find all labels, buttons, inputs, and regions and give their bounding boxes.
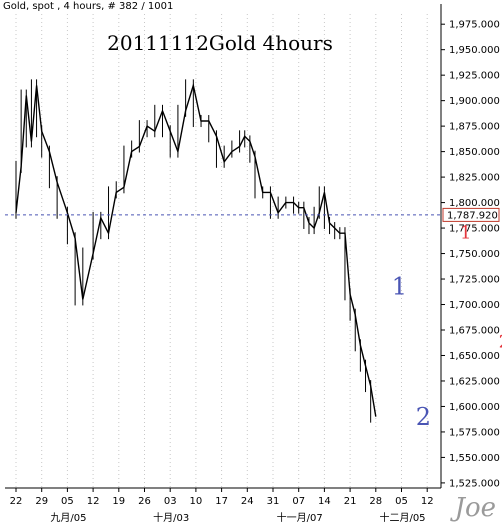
y-tick-label: 1,825.000 (449, 173, 500, 184)
x-tick-label: 17 (215, 496, 228, 507)
wave-label-red: 1 (460, 222, 471, 243)
y-tick-label: 1,650.000 (449, 351, 500, 362)
x-tick-label: 31 (267, 496, 280, 507)
y-tick-label: 1,925.000 (449, 71, 500, 82)
y-tick-label: 1,850.000 (449, 147, 500, 158)
x-month-label: 九月/05 (50, 512, 86, 524)
wave-label-blue: 2 (416, 403, 431, 431)
wave-label-blue: 1 (392, 272, 407, 300)
axis-ticks: 1,525.000 1,550.000 1,575.000 1,600.000 1,62… (10, 20, 500, 524)
x-tick-label: 12 (421, 496, 434, 507)
x-tick-label: 21 (344, 496, 357, 507)
x-tick-label: 05 (61, 496, 74, 507)
x-tick-label: 03 (164, 496, 177, 507)
x-month-label: 十二月/05 (379, 511, 425, 524)
y-tick-label: 1,950.000 (449, 45, 500, 56)
wave-label-red: 2 (499, 331, 502, 352)
x-tick-label: 26 (138, 496, 151, 507)
y-tick-label: 1,525.000 (449, 478, 500, 489)
x-tick-label: 29 (35, 496, 48, 507)
y-tick-label: 1,550.000 (449, 453, 500, 464)
y-tick-label: 1,700.000 (449, 300, 500, 311)
y-tick-label: 1,900.000 (449, 96, 500, 107)
wave-annotations: 1234512345 (392, 222, 502, 431)
x-tick-label: 12 (87, 496, 100, 507)
y-tick-label: 1,625.000 (449, 376, 500, 387)
x-tick-label: 14 (318, 496, 331, 507)
x-month-label: 十月/03 (153, 511, 189, 524)
plot-frame (5, 4, 442, 489)
last-price-label: 1,787.920 (447, 210, 498, 221)
chart-header: Gold, spot , 4 hours, # 382 / 1001 (3, 1, 174, 12)
y-tick-label: 1,800.000 (449, 198, 500, 209)
x-tick-label: 10 (190, 496, 203, 507)
x-tick-label: 07 (292, 496, 305, 507)
x-tick-label: 24 (241, 496, 254, 507)
y-tick-label: 1,725.000 (449, 275, 500, 286)
author-signature: Joe (454, 493, 496, 523)
y-tick-label: 1,750.000 (449, 249, 500, 260)
y-tick-label: 1,675.000 (449, 326, 500, 337)
y-tick-label: 1,600.000 (449, 402, 500, 413)
y-tick-label: 1,875.000 (449, 122, 500, 133)
x-month-label: 十一月/07 (277, 511, 323, 524)
price-series (5, 79, 441, 423)
x-tick-label: 22 (10, 496, 23, 507)
y-tick-label: 1,575.000 (449, 427, 500, 438)
y-tick-label: 1,775.000 (449, 224, 500, 235)
grid-lines (15, 14, 428, 488)
last-price-tag (442, 207, 500, 222)
x-tick-label: 05 (395, 496, 408, 507)
x-tick-label: 28 (369, 496, 382, 507)
x-tick-label: 19 (112, 496, 125, 507)
chart-title: 20111112Gold 4hours (107, 31, 333, 55)
y-tick-label: 1,975.000 (449, 20, 500, 31)
